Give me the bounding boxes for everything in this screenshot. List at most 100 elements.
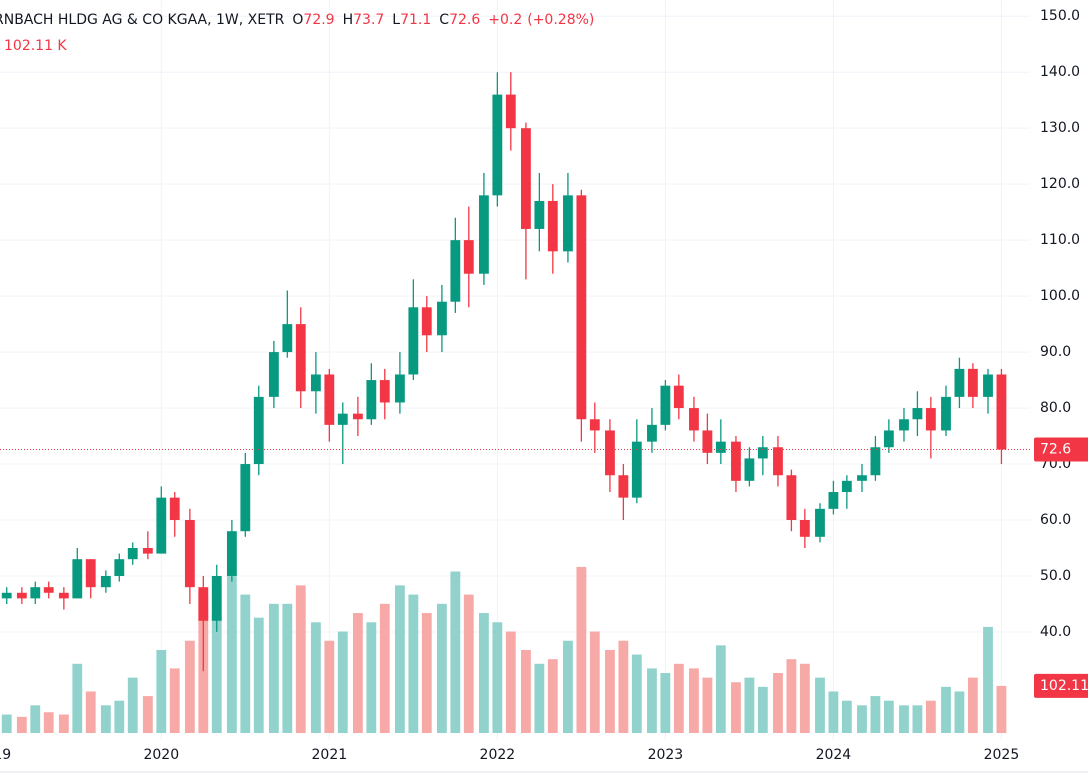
candle-body xyxy=(366,380,377,420)
candle-body xyxy=(394,374,405,403)
ohlc-label: C xyxy=(439,12,449,28)
candle-body xyxy=(169,497,180,521)
volume-bar xyxy=(240,594,251,733)
volume-bar xyxy=(1,714,12,733)
volume-bar xyxy=(127,677,138,733)
volume-bar xyxy=(58,714,69,733)
volume-bar xyxy=(744,677,755,733)
volume-bar xyxy=(815,677,825,733)
y-tick-label: 110.0 xyxy=(1040,232,1080,248)
candle-body xyxy=(870,447,881,476)
candle-body xyxy=(857,475,867,481)
volume-bar xyxy=(534,663,545,733)
volume-bar xyxy=(563,640,573,733)
x-tick-label: 2022 xyxy=(480,747,516,763)
y-tick-label: 80.0 xyxy=(1040,400,1071,416)
volume-bar xyxy=(310,622,321,733)
candle-body xyxy=(268,352,279,397)
y-tick-label: 100.0 xyxy=(1040,288,1080,304)
candle-body xyxy=(547,200,558,252)
candle-body xyxy=(492,94,503,196)
volume-bar xyxy=(954,691,965,733)
volume-bar xyxy=(941,686,951,733)
volume-bar xyxy=(912,705,923,733)
volume-bar xyxy=(786,659,797,733)
volume-bar xyxy=(30,705,41,733)
candle-body xyxy=(226,531,237,576)
candle-body xyxy=(773,447,783,476)
volume-bar xyxy=(521,649,531,733)
last-price-label: 72.6 xyxy=(1040,441,1071,457)
volume-bar xyxy=(841,700,852,733)
volume-bar xyxy=(226,576,237,733)
ohlc-value: 73.7 xyxy=(353,12,384,28)
candle-body xyxy=(253,396,264,465)
volume-bar xyxy=(828,691,839,733)
ohlc-label: O xyxy=(292,12,303,28)
volume-bar xyxy=(757,686,768,733)
y-tick-label: 60.0 xyxy=(1040,512,1071,528)
candle-body xyxy=(715,441,726,453)
volume-bar xyxy=(647,668,657,733)
volume-bar xyxy=(983,626,993,733)
candle-body xyxy=(30,587,41,599)
volume-bar xyxy=(505,631,516,733)
x-tick-label: 2025 xyxy=(984,747,1020,763)
candle-body xyxy=(744,458,755,481)
candle-body xyxy=(983,374,993,397)
volume-bar xyxy=(114,700,125,733)
candle-body xyxy=(310,374,321,392)
y-tick-label: 90.0 xyxy=(1040,344,1071,360)
volume-bar xyxy=(870,696,881,733)
candle-body xyxy=(757,447,768,459)
volume-legend: 102.11 K xyxy=(4,38,67,54)
candle-body xyxy=(689,408,699,431)
candle-body xyxy=(352,413,363,420)
candle-body xyxy=(43,587,54,593)
candle-body xyxy=(673,385,684,409)
volume-bar xyxy=(268,603,279,733)
candle-body xyxy=(463,240,474,274)
candle-body xyxy=(240,464,251,532)
candle-body xyxy=(912,408,923,420)
candle-body xyxy=(58,592,69,599)
volume-bar xyxy=(295,585,306,733)
volume-bar xyxy=(899,705,909,733)
volume-bar xyxy=(184,640,195,733)
candle-body xyxy=(967,368,978,397)
chart-header: RNBACH HLDG AG & CO KGAA, 1W, XETR O72.9 H… xyxy=(0,12,594,28)
candle-body xyxy=(211,575,222,621)
candle-body xyxy=(521,128,531,229)
volume-bar xyxy=(211,613,222,733)
volume-bar xyxy=(85,691,96,733)
ohlc-value: 72.9 xyxy=(303,12,334,28)
candle-body xyxy=(379,380,390,403)
candle-body xyxy=(954,368,965,397)
candle-body xyxy=(436,301,447,336)
volume-bar xyxy=(547,659,558,733)
ohlc-value: 71.1 xyxy=(400,12,431,28)
last-price-tag xyxy=(1034,437,1088,462)
volume-bar xyxy=(16,716,27,733)
volume-bar xyxy=(282,603,293,733)
volume-bar xyxy=(715,645,726,733)
candle-body xyxy=(100,575,111,588)
candle-body xyxy=(408,307,419,375)
candle-body xyxy=(479,195,489,274)
candle-body xyxy=(421,307,432,336)
candle-body xyxy=(282,324,293,353)
candle-body xyxy=(127,548,138,560)
candle-body xyxy=(295,324,306,392)
volume-bar xyxy=(463,594,474,733)
candle-body xyxy=(142,548,153,554)
volume-bar xyxy=(660,673,671,733)
candle-body xyxy=(1,592,12,599)
volume-bar xyxy=(100,705,111,733)
candle-body xyxy=(198,587,209,621)
candle-body xyxy=(85,559,96,588)
candle-body xyxy=(702,430,713,453)
volume-bar xyxy=(352,613,363,733)
candle-body xyxy=(786,475,797,521)
candle-body xyxy=(605,430,615,476)
